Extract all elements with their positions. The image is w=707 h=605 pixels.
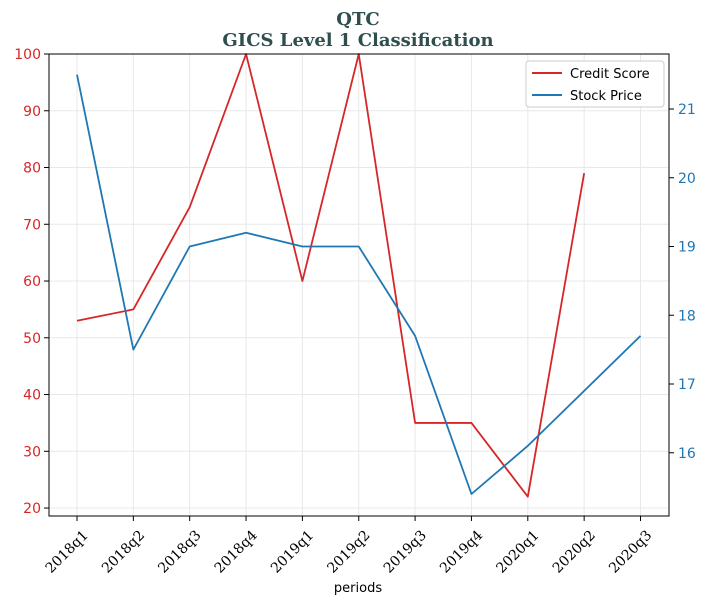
series-line-stock-price bbox=[76, 74, 642, 495]
y-right-tick-label: 21 bbox=[678, 102, 696, 118]
y-axis-right: 16 17 18 19 20 21 bbox=[669, 102, 696, 462]
x-tick-label: 2018q1 bbox=[43, 527, 92, 576]
y-left-tick-label: 40 bbox=[23, 388, 41, 404]
y-left-tick-label: 70 bbox=[23, 217, 41, 233]
x-tick-label: 2018q3 bbox=[155, 527, 204, 576]
x-tick-label: 2020q2 bbox=[550, 527, 599, 576]
series-line-credit-score bbox=[76, 53, 586, 498]
y-left-tick-label: 90 bbox=[23, 104, 41, 120]
legend-label-stock-price: Stock Price bbox=[570, 89, 642, 104]
y-right-tick-label: 17 bbox=[678, 377, 696, 393]
y-left-tick-label: 60 bbox=[23, 274, 41, 290]
x-tick-label: 2019q3 bbox=[381, 527, 430, 576]
x-tick-label: 2020q3 bbox=[606, 527, 655, 576]
grid bbox=[49, 53, 669, 516]
x-axis-label: periods bbox=[334, 581, 382, 596]
x-tick-label: 2019q2 bbox=[324, 527, 373, 576]
x-tick-label: 2018q4 bbox=[212, 527, 261, 576]
y-left-tick-label: 50 bbox=[23, 331, 41, 347]
y-left-tick-label: 80 bbox=[23, 161, 41, 177]
series-layer bbox=[76, 53, 642, 498]
y-right-tick-label: 19 bbox=[678, 240, 696, 256]
y-left-tick-label: 100 bbox=[14, 47, 41, 63]
y-axis-left: 20 30 40 50 60 70 80 90 100 bbox=[14, 47, 49, 517]
x-tick-label: 2018q2 bbox=[99, 527, 148, 576]
y-right-tick-label: 18 bbox=[678, 308, 696, 324]
x-axis: 2018q1 2018q2 2018q3 2018q4 2019q1 2019q2 2019… bbox=[43, 516, 655, 577]
y-left-tick-label: 20 bbox=[23, 501, 41, 517]
y-right-tick-label: 16 bbox=[678, 446, 696, 462]
legend: Credit Score Stock Price bbox=[525, 60, 665, 108]
y-left-tick-label: 30 bbox=[23, 444, 41, 460]
legend-label-credit-score: Credit Score bbox=[570, 67, 650, 82]
chart-subtitle: GICS Level 1 Classification bbox=[222, 30, 493, 51]
x-tick-label: 2019q1 bbox=[268, 527, 317, 576]
x-tick-label: 2020q1 bbox=[493, 527, 542, 576]
y-right-tick-label: 20 bbox=[678, 171, 696, 187]
x-tick-label: 2019q4 bbox=[437, 527, 486, 576]
chart-title: QTC bbox=[336, 9, 379, 30]
